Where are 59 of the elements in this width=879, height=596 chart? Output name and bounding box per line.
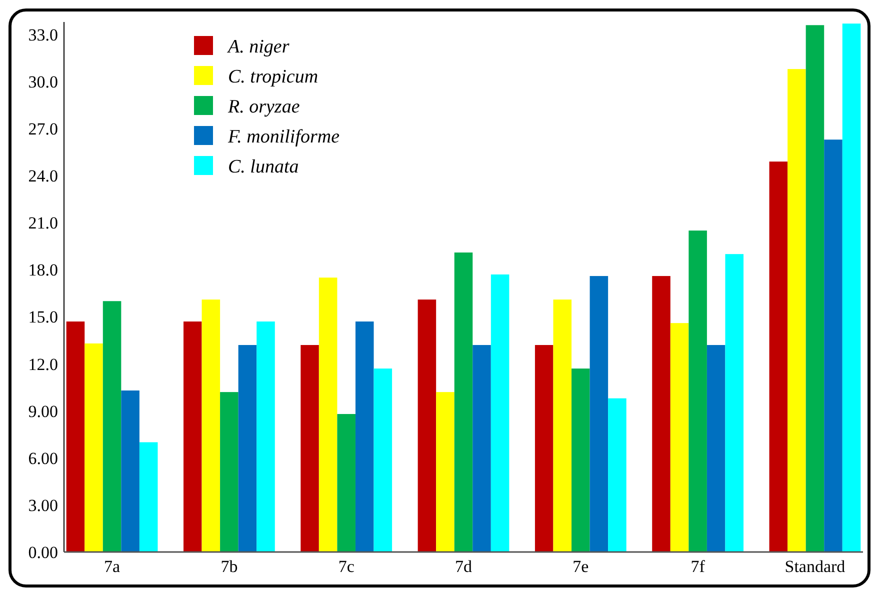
- bar: [806, 25, 824, 552]
- bar: [102, 301, 122, 552]
- bar: [220, 392, 238, 552]
- bar: [202, 300, 220, 552]
- y-tick-label: 3.00: [28, 496, 58, 515]
- bar: [652, 276, 670, 552]
- x-tick-label: 7b: [220, 557, 238, 576]
- bar: [454, 252, 473, 552]
- bar: [534, 345, 554, 552]
- bar: [418, 300, 436, 552]
- bar: [842, 24, 861, 552]
- bar: [553, 300, 572, 552]
- y-tick-label: 6.00: [28, 448, 58, 468]
- bar: [355, 321, 374, 552]
- x-tick-label: 7e: [572, 557, 589, 576]
- bar: [688, 230, 707, 552]
- bar: [608, 398, 626, 552]
- bar: [706, 345, 726, 552]
- bar: [788, 69, 806, 552]
- x-tick-label: Standard: [784, 557, 846, 576]
- bar: [66, 321, 85, 552]
- legend-label: C. tropicum: [228, 66, 318, 88]
- bar: [769, 162, 788, 552]
- x-tick-label: 7d: [455, 557, 472, 576]
- bar: [84, 343, 103, 552]
- legend-label: A. niger: [226, 36, 290, 58]
- bar: [337, 414, 356, 552]
- bar: [374, 368, 392, 552]
- y-tick-label: 24.0: [28, 166, 58, 186]
- y-tick-label: 21.0: [28, 214, 58, 233]
- x-tick-label: 7c: [338, 557, 355, 576]
- bar: [139, 442, 158, 552]
- x-tick-label: 7a: [104, 557, 121, 576]
- y-tick-label: 0.00: [28, 542, 58, 562]
- bar: [725, 254, 744, 552]
- bar: [121, 390, 140, 552]
- bar: [490, 274, 510, 552]
- legend-label: C. lunata: [228, 156, 299, 178]
- bar: [300, 345, 319, 552]
- y-tick-label: 33.0: [28, 25, 58, 44]
- y-tick-label: 27.0: [28, 120, 58, 139]
- y-tick-label: 18.0: [28, 260, 58, 280]
- x-tick-label: 7f: [690, 557, 706, 576]
- y-tick-label: 9.00: [28, 402, 58, 421]
- bar: [184, 321, 202, 552]
- legend-label: R. oryzae: [227, 96, 300, 118]
- bar: [824, 140, 842, 552]
- y-tick-label: 12.0: [28, 354, 58, 374]
- legend-label: F. moniliforme: [227, 126, 340, 148]
- bar: [670, 323, 689, 552]
- bar: [472, 345, 491, 552]
- bar: [590, 276, 608, 552]
- bar: [256, 321, 275, 552]
- bar: [572, 368, 590, 552]
- y-tick-label: 30.0: [28, 72, 58, 92]
- bar: [318, 278, 338, 552]
- bar: [436, 392, 454, 552]
- bar: [238, 345, 257, 552]
- y-tick-label: 15.0: [28, 308, 58, 327]
